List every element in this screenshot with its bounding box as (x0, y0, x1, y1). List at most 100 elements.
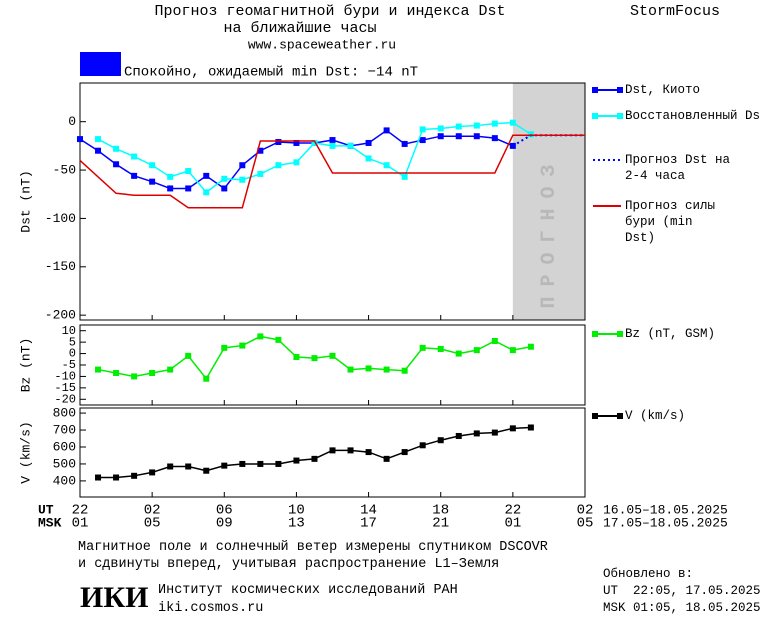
legend-label: Восстановленный Dst (625, 109, 760, 123)
point (221, 185, 228, 192)
y-tick-label: -15 (54, 381, 76, 395)
x-tick-label: 02 (144, 503, 161, 519)
legend-marker (592, 331, 598, 337)
point (455, 123, 462, 130)
point (455, 432, 462, 439)
title: Прогноз геомагнитной бури и индекса Dst (154, 3, 505, 20)
legend-label: Прогноз Dst на 2-4 часа (625, 153, 731, 183)
point (491, 429, 498, 436)
point (77, 136, 83, 143)
point (401, 367, 408, 374)
point (329, 447, 336, 454)
point (167, 173, 174, 180)
point (437, 125, 444, 132)
time-range: 17.05–18.05.2025 (603, 515, 728, 530)
point (185, 185, 192, 192)
point (437, 346, 444, 352)
plot-frame (79, 82, 586, 321)
series-line (97, 121, 532, 194)
x-tick-label: 22 (72, 503, 89, 519)
plot-frame (79, 324, 586, 406)
note: и сдвинуты вперед, учитывая распростране… (78, 557, 500, 572)
point (113, 370, 120, 376)
point (311, 139, 318, 146)
y-tick-label: 600 (53, 439, 76, 454)
legend-label: V (km/s) (625, 409, 686, 423)
x-tick-label: 05 (144, 516, 161, 532)
point (401, 140, 408, 147)
y-tick-label: -150 (45, 259, 76, 274)
point (185, 168, 192, 175)
point (527, 343, 534, 350)
point (365, 155, 372, 162)
point (95, 136, 102, 143)
institute: Институт космических исследований РАН (158, 583, 458, 598)
series-line (98, 426, 531, 479)
point (257, 170, 264, 177)
x-tick-label: 05 (577, 516, 594, 532)
point (239, 162, 246, 169)
point (131, 373, 138, 380)
point (257, 333, 264, 340)
point (95, 366, 102, 373)
legend-marker (617, 413, 623, 419)
point (509, 119, 516, 126)
point (203, 467, 210, 474)
y-tick-label: -10 (54, 370, 76, 384)
point (149, 469, 156, 476)
point (491, 135, 498, 142)
legend-marker (592, 87, 598, 93)
point (365, 139, 372, 146)
point (167, 463, 174, 470)
point (221, 175, 228, 182)
point (437, 133, 444, 140)
point (347, 366, 354, 373)
point (149, 370, 156, 376)
y-tick-label: 400 (53, 473, 76, 488)
series-line (79, 134, 585, 209)
y-tick-label: -5 (62, 358, 76, 372)
logo: ИКИ (80, 581, 148, 614)
point (275, 460, 282, 467)
point (311, 355, 318, 362)
point (473, 347, 480, 354)
point (383, 366, 390, 373)
url: www.spaceweather.ru (248, 37, 396, 52)
point (347, 142, 354, 149)
legend-label: Bz (nT, GSM) (625, 327, 716, 341)
legend-marker (592, 113, 598, 119)
y-tick-label: 10 (62, 324, 76, 338)
x-tick-label: 01 (72, 516, 89, 532)
forecast-label: ПРОГНОЗ (538, 154, 561, 308)
point (509, 425, 516, 432)
updated-label: Обновлено в: (603, 567, 694, 581)
brand: StormFocus (630, 3, 720, 20)
legend-marker (617, 87, 623, 93)
point (473, 122, 480, 129)
point (131, 153, 138, 160)
point (113, 474, 120, 481)
y-axis-label: V (km/s) (18, 421, 33, 483)
point (149, 178, 156, 185)
updated-ut: UT 22:05, 17.05.2025 (603, 584, 760, 598)
plot-frame (79, 407, 586, 498)
forecast-band (512, 83, 585, 320)
point (275, 139, 282, 146)
x-tick-label: 14 (360, 503, 377, 519)
y-tick-label: 0 (69, 347, 76, 361)
x-tick-label: 10 (288, 503, 305, 519)
x-tick-label: 17 (360, 516, 377, 532)
legend-marker (617, 331, 623, 337)
x-tick-label: 13 (288, 516, 305, 532)
point (383, 127, 390, 134)
note: Магнитное поле и солнечный ветер измерен… (78, 540, 548, 555)
point (185, 463, 192, 470)
point (401, 173, 408, 180)
status: Спокойно, ожидаемый min Dst: −14 nT (124, 64, 418, 81)
point (239, 460, 246, 467)
point (311, 455, 318, 462)
point (293, 354, 300, 360)
point (275, 162, 282, 169)
point (221, 344, 228, 351)
